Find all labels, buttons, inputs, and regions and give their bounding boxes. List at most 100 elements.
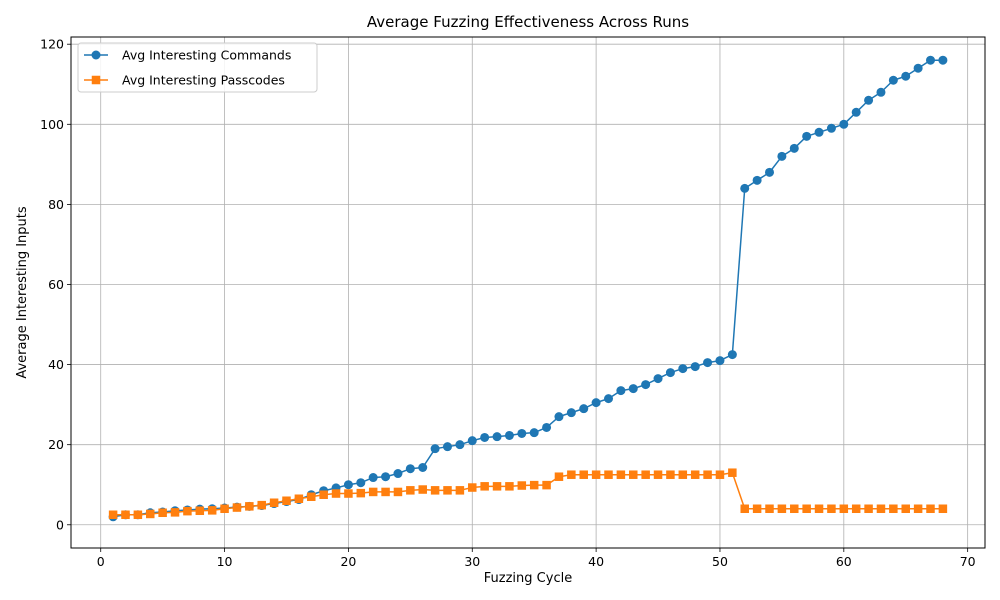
data-point <box>616 470 626 479</box>
data-point <box>814 504 824 514</box>
data-point <box>170 508 180 517</box>
data-point <box>826 123 836 133</box>
series-passcodes <box>108 468 948 520</box>
data-point <box>901 71 911 81</box>
data-point <box>455 440 465 450</box>
data-point <box>740 504 749 514</box>
data-point <box>418 463 428 473</box>
data-point <box>827 504 836 514</box>
data-point <box>777 504 787 514</box>
data-point <box>121 510 130 520</box>
data-point <box>505 482 514 491</box>
chart-title: Average Fuzzing Effectiveness Across Run… <box>367 13 689 31</box>
data-point <box>108 510 118 520</box>
data-point <box>629 470 638 479</box>
data-point <box>876 504 886 514</box>
data-point <box>715 470 725 479</box>
data-point <box>430 486 440 495</box>
data-point <box>529 428 539 438</box>
y-tick-label: 20 <box>48 437 64 452</box>
data-point <box>282 496 291 505</box>
data-point <box>368 487 378 497</box>
data-point <box>418 485 427 494</box>
data-point <box>604 470 613 479</box>
data-point <box>715 356 725 366</box>
data-point <box>393 487 403 497</box>
legend-label-commands: Avg Interesting Commands <box>122 48 291 63</box>
x-tick-label: 70 <box>960 554 976 569</box>
data-point <box>343 480 353 490</box>
data-point <box>381 472 391 482</box>
data-point <box>641 380 651 390</box>
data-point <box>554 472 564 481</box>
legend-marker-commands <box>91 50 101 60</box>
y-axis-label: Average Interesting Inputs <box>15 206 30 379</box>
x-tick-label: 0 <box>97 554 105 569</box>
data-point <box>926 504 935 514</box>
data-point <box>876 87 886 97</box>
data-point <box>765 167 775 177</box>
data-point <box>703 358 713 368</box>
plot-frame <box>70 36 986 549</box>
data-point <box>245 502 254 511</box>
data-point <box>666 470 675 479</box>
data-point <box>851 107 861 117</box>
data-point <box>158 508 167 518</box>
y-tick-label: 60 <box>48 277 64 292</box>
data-point <box>690 470 700 479</box>
data-point <box>232 503 242 512</box>
data-point <box>616 386 626 396</box>
data-point <box>442 442 452 452</box>
x-tick-label: 40 <box>588 554 604 569</box>
data-point <box>554 412 564 422</box>
data-point <box>468 483 477 492</box>
data-point <box>195 506 205 516</box>
data-point <box>653 470 663 479</box>
data-point <box>220 504 229 514</box>
data-point <box>455 486 465 495</box>
data-point <box>777 151 787 161</box>
data-point <box>790 504 799 514</box>
data-point <box>888 75 898 85</box>
data-point <box>864 95 874 105</box>
data-point <box>641 470 650 479</box>
legend-marker-passcodes <box>91 75 101 85</box>
data-point <box>517 481 527 490</box>
data-point <box>492 482 502 491</box>
data-point <box>678 470 688 479</box>
data-point <box>938 504 948 514</box>
data-point <box>591 470 601 479</box>
x-axis-ticks: 0 10 20 30 40 50 60 70 <box>97 548 976 569</box>
data-point <box>752 504 762 514</box>
data-point <box>913 63 923 73</box>
data-point <box>752 175 762 185</box>
data-point <box>740 183 750 193</box>
data-point <box>591 398 601 408</box>
data-point <box>678 364 688 374</box>
legend-label-passcodes: Avg Interesting Passcodes <box>122 73 285 88</box>
data-point <box>405 464 415 474</box>
data-point <box>628 384 638 394</box>
data-point <box>802 504 811 514</box>
series-layer <box>108 55 948 522</box>
data-point <box>480 482 489 491</box>
data-point <box>146 509 155 519</box>
data-point <box>728 468 737 477</box>
data-point <box>566 408 576 418</box>
data-point <box>542 480 551 490</box>
data-point <box>727 350 737 360</box>
data-point <box>851 504 861 514</box>
data-point <box>356 488 366 498</box>
data-point <box>381 487 390 497</box>
data-point <box>839 119 849 129</box>
data-point <box>665 368 675 378</box>
data-point <box>814 127 824 137</box>
x-tick-label: 30 <box>464 554 480 569</box>
y-tick-label: 0 <box>56 517 64 532</box>
data-point <box>864 504 873 514</box>
data-point <box>504 430 514 440</box>
x-tick-label: 10 <box>217 554 233 569</box>
data-point <box>406 486 415 495</box>
